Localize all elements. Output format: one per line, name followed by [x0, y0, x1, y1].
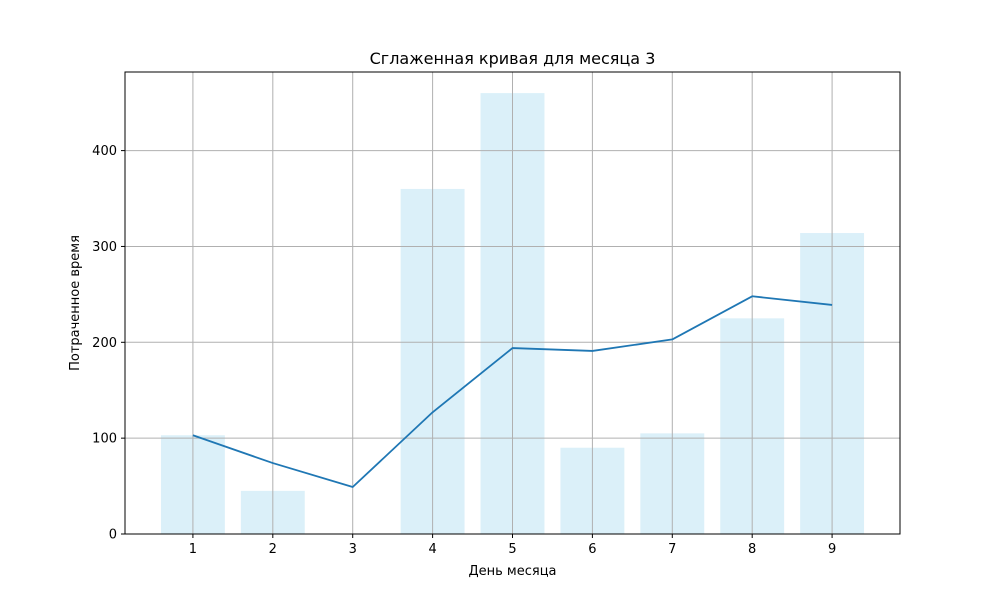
x-tick-label: 5: [508, 542, 516, 557]
x-tick-label: 3: [349, 542, 357, 557]
y-tick-label: 100: [92, 432, 117, 447]
line-layer: [192, 295, 833, 488]
y-tick-label: 300: [92, 240, 117, 255]
y-tick-label: 0: [109, 528, 117, 543]
y-tick-label: 400: [92, 144, 117, 159]
y-tick-label: 200: [92, 336, 117, 351]
chart-title: Сглаженная кривая для месяца 3: [370, 49, 656, 68]
x-axis-label: День месяца: [468, 564, 556, 579]
x-tick-label: 6: [588, 542, 596, 557]
x-tick-label: 9: [828, 542, 836, 557]
ticks-layer: 1 2 3 4 5 6 7 8 9 0 100 200 300 400: [92, 144, 836, 557]
x-tick-label: 1: [189, 542, 197, 557]
x-tick-label: 7: [668, 542, 676, 557]
x-tick-label: 4: [428, 542, 436, 557]
x-tick-label: 8: [748, 542, 756, 557]
y-axis-label: Потраченное время: [68, 235, 83, 371]
x-tick-label: 2: [269, 542, 277, 557]
